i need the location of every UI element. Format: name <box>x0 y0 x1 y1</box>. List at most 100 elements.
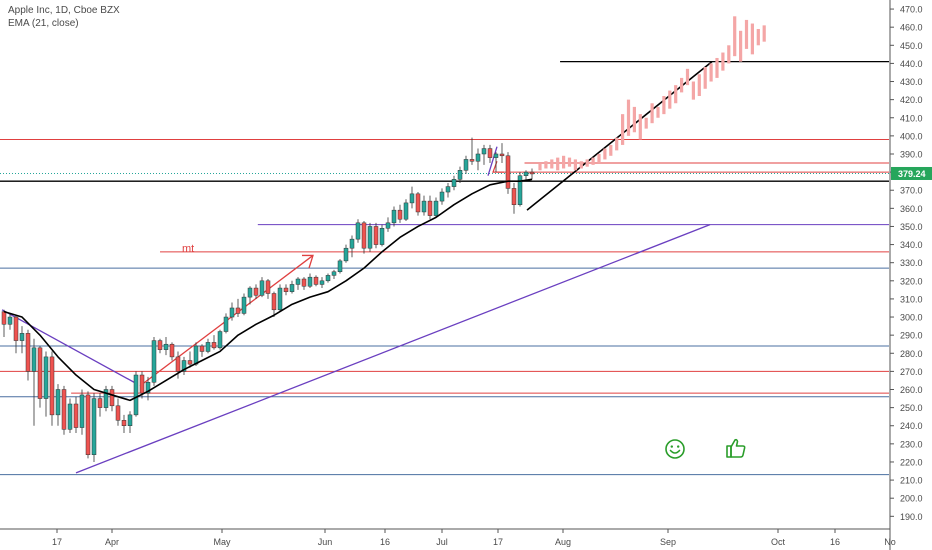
candle-body <box>439 191 445 202</box>
price-tick-label: 440.0 <box>900 59 923 69</box>
candle-body <box>499 153 505 157</box>
price-tick-label: 390.0 <box>900 149 923 159</box>
projection-bar <box>733 16 737 57</box>
candle-body <box>517 175 523 205</box>
candle-body <box>121 420 127 426</box>
candle-body <box>337 260 343 272</box>
projection-bar <box>538 163 542 171</box>
time-tick-label: Sep <box>660 537 676 547</box>
candle-body <box>325 275 331 282</box>
projection-bar <box>715 57 719 78</box>
candle-body <box>7 316 13 325</box>
candle-body <box>361 222 367 249</box>
candle-body <box>217 331 223 349</box>
candle-body <box>511 188 517 205</box>
price-tick-label: 300.0 <box>900 313 923 323</box>
candle-body <box>97 398 103 408</box>
candle-body <box>229 307 235 318</box>
projection-bar <box>750 23 754 55</box>
price-tick-label: 190.0 <box>900 512 923 522</box>
candle-body <box>421 200 427 213</box>
candle-body <box>469 159 475 162</box>
thumbs-up-icon[interactable] <box>724 436 748 464</box>
candle-body <box>175 356 181 372</box>
candle-body <box>157 340 163 350</box>
price-tick-label: 430.0 <box>900 77 923 87</box>
candle-body <box>169 343 175 358</box>
chart-legend: Apple Inc, 1D, Cboe BZX EMA (21, close) <box>8 4 120 30</box>
projection-bar <box>638 114 642 140</box>
candle-body <box>463 159 469 171</box>
price-tick-label: 290.0 <box>900 331 923 341</box>
projection-bar <box>562 155 566 169</box>
candle-body <box>223 316 229 332</box>
mt-label: mt <box>182 243 194 255</box>
time-tick-label: No <box>884 537 896 547</box>
candle-body <box>1 311 7 325</box>
projection-bar <box>691 81 695 100</box>
projection-bar <box>703 67 707 89</box>
projection-bar <box>567 157 572 167</box>
candle-body <box>451 179 457 187</box>
smiley-icon[interactable] <box>664 438 686 464</box>
price-tick-label: 260.0 <box>900 385 923 395</box>
candle-body <box>391 209 397 224</box>
candle-body <box>199 345 205 352</box>
projection-bar <box>680 77 684 93</box>
projection-bar <box>544 161 548 169</box>
projection-bar <box>685 68 690 86</box>
price-tick-label: 270.0 <box>900 367 923 377</box>
candle-body <box>91 398 97 455</box>
candle-body <box>277 287 283 311</box>
candle-body <box>271 293 277 311</box>
projection-bar <box>668 90 672 109</box>
candle-body <box>181 360 187 372</box>
candle-body <box>151 340 157 383</box>
candle-body <box>127 414 133 426</box>
time-tick-label: Jul <box>436 537 448 547</box>
candle-body <box>265 280 271 294</box>
red-arrow-head <box>302 254 314 269</box>
candle-body <box>55 389 61 416</box>
projection-bar <box>762 25 766 42</box>
price-tick-label: 200.0 <box>900 494 923 504</box>
projection-bar <box>727 45 731 64</box>
current-price-label: 379.24 <box>898 169 926 179</box>
candle-body <box>133 374 139 416</box>
candle-body <box>13 316 19 341</box>
projection-bar <box>697 74 701 97</box>
time-tick-label: 17 <box>52 537 62 547</box>
projection-bar <box>579 161 583 169</box>
candle-body <box>409 193 415 204</box>
projection-bar <box>709 63 713 82</box>
time-tick-label: Apr <box>105 537 119 547</box>
purple-support-trendline <box>75 224 711 474</box>
time-tick-label: 17 <box>493 537 503 547</box>
candle-body <box>43 356 49 399</box>
candle-body <box>247 287 253 298</box>
candle-body <box>187 360 193 365</box>
candle-body <box>373 226 379 245</box>
time-tick-label: 16 <box>830 537 840 547</box>
candle-body <box>163 343 169 350</box>
candle-body <box>457 170 463 180</box>
candle-body <box>319 280 325 285</box>
candle-body <box>385 222 391 229</box>
candle-body <box>145 382 151 394</box>
candle-body <box>259 280 265 296</box>
candle-body <box>79 394 85 428</box>
price-tick-label: 410.0 <box>900 113 923 123</box>
price-tick-label: 360.0 <box>900 204 923 214</box>
projection-bar <box>744 19 749 49</box>
price-tick-label: 450.0 <box>900 41 923 51</box>
price-tick-label: 370.0 <box>900 186 923 196</box>
price-tick-label: 310.0 <box>900 294 923 304</box>
projection-bar <box>603 148 607 160</box>
projection-bar <box>650 103 654 124</box>
candle-body <box>67 403 73 430</box>
projection-bar <box>585 159 589 167</box>
price-tick-label: 460.0 <box>900 23 923 33</box>
price-tick-label: 250.0 <box>900 403 923 413</box>
candle-body <box>331 271 337 276</box>
